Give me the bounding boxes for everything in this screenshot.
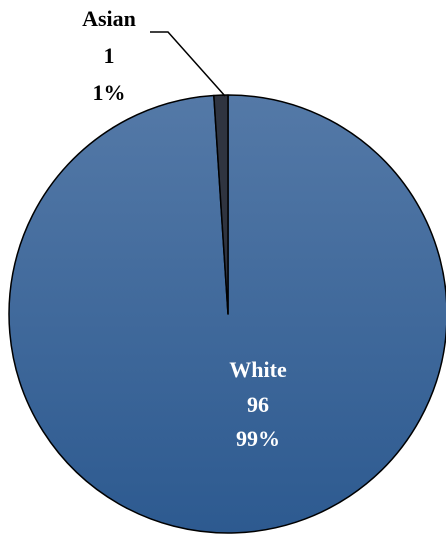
pie-slice-asian bbox=[213, 94, 229, 315]
asian-label-percent: 1% bbox=[93, 80, 126, 105]
asian-leader-line bbox=[150, 31, 226, 97]
white-label-name: White bbox=[229, 357, 287, 382]
slice-label-asian: Asian 1 1% bbox=[82, 6, 136, 105]
asian-label-name: Asian bbox=[82, 6, 136, 31]
asian-label-value: 1 bbox=[104, 43, 115, 68]
slice-label-white: White 96 99% bbox=[229, 357, 287, 451]
pie-slices bbox=[8, 94, 446, 534]
white-label-value: 96 bbox=[247, 392, 269, 417]
white-label-percent: 99% bbox=[236, 426, 280, 451]
